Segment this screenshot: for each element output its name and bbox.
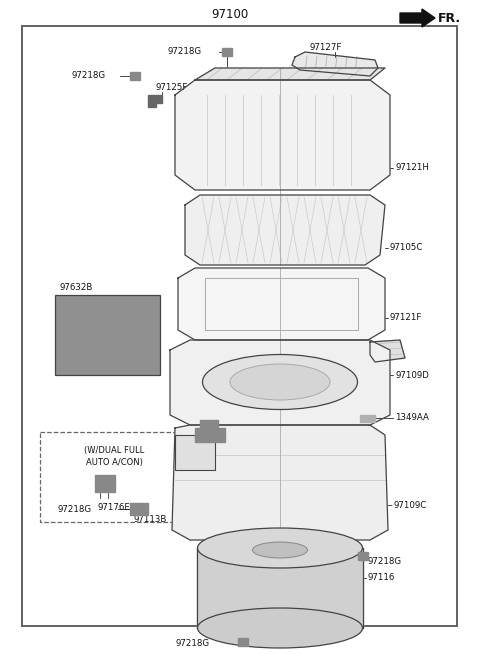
- Polygon shape: [172, 425, 388, 540]
- Polygon shape: [195, 428, 225, 442]
- Text: 97109C: 97109C: [393, 501, 426, 510]
- Polygon shape: [148, 95, 162, 107]
- Ellipse shape: [197, 608, 362, 648]
- Text: 1349AA: 1349AA: [395, 413, 429, 422]
- Text: 97218G: 97218G: [58, 504, 92, 514]
- Polygon shape: [130, 72, 140, 80]
- Text: 97632B: 97632B: [60, 283, 94, 293]
- Polygon shape: [178, 268, 385, 340]
- Text: 97218G: 97218G: [368, 558, 402, 567]
- Text: FR.: FR.: [438, 12, 461, 24]
- Text: 97109D: 97109D: [395, 371, 429, 380]
- Polygon shape: [170, 340, 390, 425]
- Polygon shape: [200, 420, 218, 432]
- Text: 97218G: 97218G: [72, 72, 106, 81]
- Text: (W/DUAL FULL: (W/DUAL FULL: [84, 445, 144, 455]
- Text: 97176E: 97176E: [97, 504, 131, 512]
- Text: 97127F: 97127F: [310, 43, 342, 52]
- Polygon shape: [292, 52, 378, 76]
- Polygon shape: [95, 475, 115, 492]
- Text: 97125F: 97125F: [155, 83, 187, 92]
- Text: AUTO A/CON): AUTO A/CON): [85, 457, 143, 466]
- Text: 97105C: 97105C: [390, 243, 423, 253]
- Ellipse shape: [197, 528, 362, 568]
- Polygon shape: [370, 340, 405, 362]
- Polygon shape: [130, 503, 148, 515]
- Ellipse shape: [203, 354, 358, 409]
- Polygon shape: [185, 195, 385, 265]
- Text: 97121H: 97121H: [395, 163, 429, 173]
- Text: 97116: 97116: [368, 573, 396, 583]
- Polygon shape: [222, 48, 232, 56]
- Polygon shape: [358, 552, 368, 560]
- Polygon shape: [197, 548, 363, 628]
- Text: 97218G: 97218G: [167, 47, 201, 56]
- Text: 97100: 97100: [211, 7, 249, 20]
- Polygon shape: [400, 9, 435, 27]
- Ellipse shape: [230, 364, 330, 400]
- Bar: [175, 435, 215, 470]
- Text: 97218G: 97218G: [175, 638, 209, 647]
- Text: 97113B: 97113B: [133, 516, 167, 525]
- Polygon shape: [360, 415, 375, 422]
- Ellipse shape: [252, 542, 308, 558]
- Text: 97121F: 97121F: [390, 314, 422, 323]
- Polygon shape: [175, 80, 390, 190]
- Bar: [55, 295, 160, 375]
- Polygon shape: [238, 638, 248, 646]
- Polygon shape: [195, 68, 385, 80]
